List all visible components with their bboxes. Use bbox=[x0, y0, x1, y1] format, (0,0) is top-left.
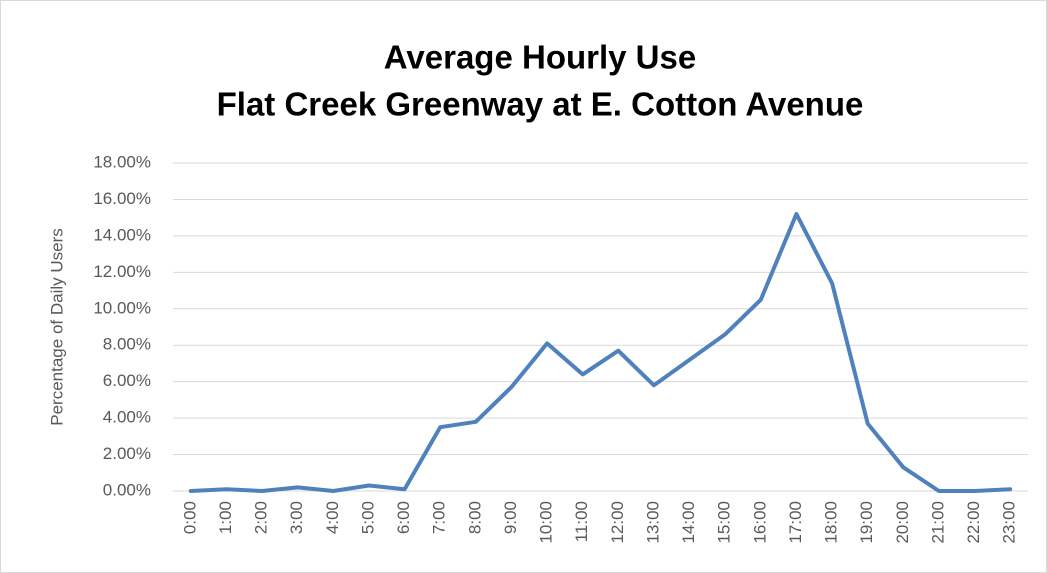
x-tick-label: 11:00 bbox=[572, 501, 591, 542]
x-tick-label: 15:00 bbox=[715, 501, 734, 544]
chart-title: Flat Creek Greenway at E. Cotton Avenue bbox=[217, 86, 864, 123]
x-tick-label: 16:00 bbox=[750, 501, 769, 544]
x-tick-label: 23:00 bbox=[1000, 501, 1019, 544]
x-tick-label: 14:00 bbox=[679, 501, 698, 544]
x-tick-label: 2:00 bbox=[252, 501, 271, 534]
series-line bbox=[188, 212, 1013, 493]
y-tick-label: 10.00% bbox=[93, 298, 151, 317]
y-tick-label: 6.00% bbox=[103, 371, 151, 390]
x-tick-label: 18:00 bbox=[822, 501, 841, 544]
x-tick-label: 20:00 bbox=[893, 501, 912, 544]
x-tick-label: 5:00 bbox=[358, 501, 377, 534]
y-tick-label: 12.00% bbox=[93, 262, 151, 281]
chart-title: Average Hourly Use bbox=[384, 39, 696, 76]
x-tick-label: 22:00 bbox=[964, 501, 983, 544]
y-tick-label: 2.00% bbox=[103, 444, 151, 463]
y-tick-label: 14.00% bbox=[93, 225, 151, 244]
x-tick-label: 10:00 bbox=[537, 501, 556, 544]
x-tick-label: 17:00 bbox=[786, 501, 805, 544]
x-tick-label: 7:00 bbox=[430, 501, 449, 534]
x-tick-label: 1:00 bbox=[216, 501, 235, 534]
x-tick-label: 19:00 bbox=[857, 501, 876, 544]
x-tick-label: 6:00 bbox=[394, 501, 413, 534]
y-axis-label: Percentage of Daily Users bbox=[47, 228, 66, 425]
y-tick-label: 4.00% bbox=[103, 408, 151, 427]
y-tick-label: 16.00% bbox=[93, 189, 151, 208]
x-tick-label: 4:00 bbox=[323, 501, 342, 534]
x-tick-label: 21:00 bbox=[928, 501, 947, 544]
y-tick-label: 18.00% bbox=[93, 152, 151, 171]
x-tick-label: 9:00 bbox=[501, 501, 520, 534]
y-tick-label: 0.00% bbox=[103, 480, 151, 499]
x-tick-label: 12:00 bbox=[608, 501, 627, 544]
x-tick-label: 8:00 bbox=[465, 501, 484, 534]
y-tick-label: 8.00% bbox=[103, 335, 151, 354]
x-tick-label: 3:00 bbox=[287, 501, 306, 534]
x-tick-label: 13:00 bbox=[643, 501, 662, 544]
x-tick-label: 0:00 bbox=[180, 501, 199, 534]
